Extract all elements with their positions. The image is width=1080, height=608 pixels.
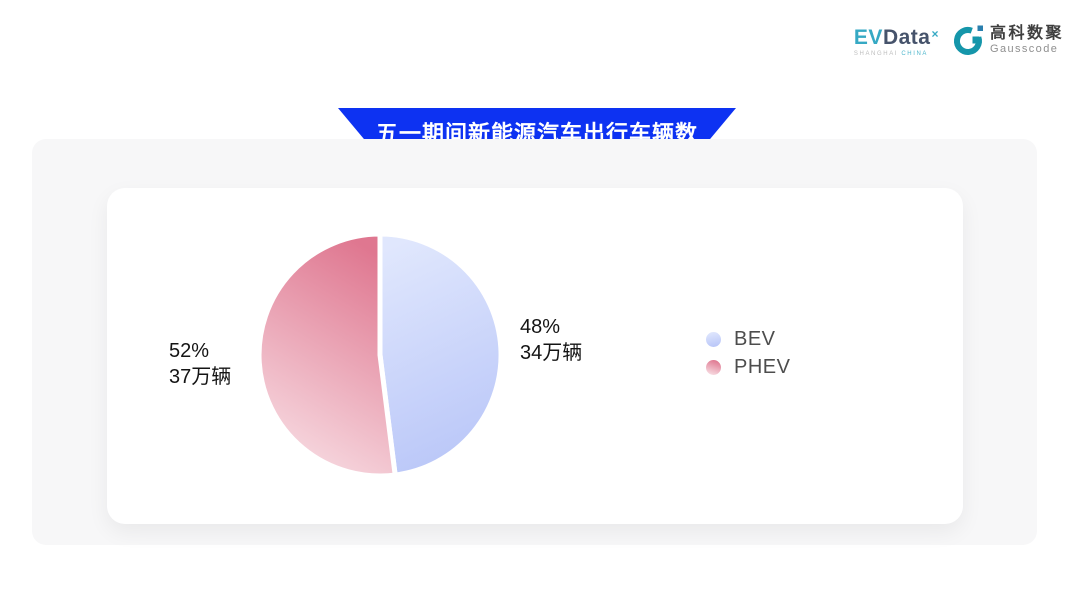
legend-dot-bev-icon: [706, 331, 721, 347]
legend-item-phev[interactable]: PHEV: [706, 356, 790, 378]
evdata-data-text: Data: [882, 26, 931, 49]
slice-label-phev: 52% 37万辆: [169, 338, 231, 390]
gausscode-logo: 高科数聚 Gausscode: [952, 24, 1064, 56]
bev-percent: 48%: [520, 316, 561, 338]
legend-dot-phev-icon: [706, 359, 721, 375]
chart-card: 48% 34万辆 52% 37万辆 BEV PHEV: [107, 188, 963, 524]
gausscode-en-name: Gausscode: [989, 42, 1059, 55]
evdata-logo: EVData× SHANGHAI CHINA: [853, 26, 939, 58]
evdata-ev-text: EV: [853, 26, 883, 49]
pie-slice-phev: [256, 231, 398, 479]
gausscode-text: 高科数聚 Gausscode: [990, 25, 1064, 56]
gausscode-g-icon: [953, 25, 983, 55]
legend-label-bev: BEV: [734, 327, 776, 350]
legend-item-bev[interactable]: BEV: [706, 328, 790, 350]
phev-percent: 52%: [169, 340, 210, 362]
evdata-wordmark: EVData×: [853, 26, 939, 49]
evdata-x-icon: ×: [931, 27, 939, 41]
pie-chart: [256, 231, 504, 479]
pie-slice-bev: [377, 231, 504, 478]
gausscode-cn-name: 高科数聚: [989, 24, 1064, 42]
slice-label-bev: 48% 34万辆: [520, 314, 582, 366]
legend-label-phev: PHEV: [734, 355, 791, 378]
logo-bar: EVData× SHANGHAI CHINA 高科数聚 Gausscode: [853, 24, 1064, 58]
phev-value: 37万辆: [169, 366, 232, 388]
chart-legend: BEV PHEV: [706, 328, 790, 378]
chart-panel: 48% 34万辆 52% 37万辆 BEV PHEV: [32, 139, 1037, 545]
evdata-subtitle: SHANGHAI CHINA: [853, 51, 929, 57]
bev-value: 34万辆: [520, 342, 583, 364]
